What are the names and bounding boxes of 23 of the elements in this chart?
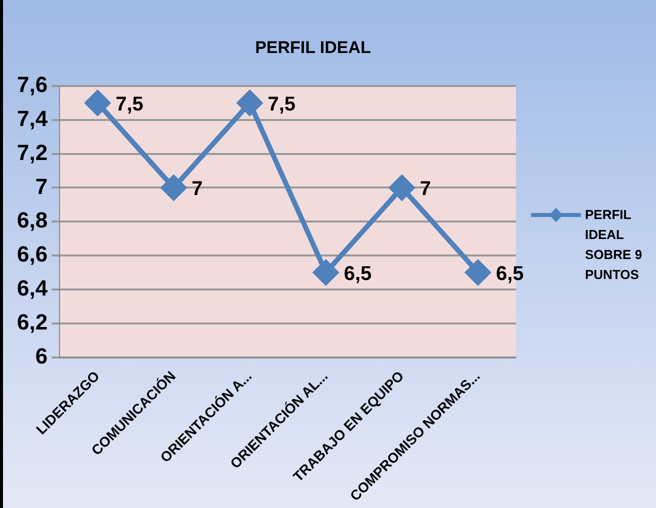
y-tick-label: 6,2 [16, 309, 48, 334]
point [313, 260, 338, 285]
data-label: 6,5 [344, 263, 372, 286]
legend-label: PERFIL IDEAL SOBRE 9 PUNTOS [585, 206, 644, 284]
data-label: 7 [420, 178, 432, 200]
point [389, 175, 414, 200]
y-tick-label: 7,4 [16, 106, 48, 131]
y-tick-label: 6,4 [16, 276, 48, 301]
data-label: 7,5 [116, 93, 144, 116]
point [161, 175, 186, 200]
y-tick-label: 6,8 [16, 208, 48, 233]
chart-title: PERFIL IDEAL [254, 38, 372, 58]
point [85, 90, 110, 116]
data-label: 6,5 [496, 263, 524, 286]
y-tick-label: 7 [35, 174, 48, 199]
point [465, 260, 490, 285]
y-tick-label: 7,6 [16, 72, 48, 98]
y-tick-label: 6,6 [16, 242, 48, 267]
y-tick-label: 6 [35, 343, 48, 368]
data-label: 7,5 [268, 93, 296, 116]
point [237, 90, 262, 116]
y-tick-label: 7,2 [16, 140, 48, 165]
data-label: 7 [192, 178, 203, 200]
